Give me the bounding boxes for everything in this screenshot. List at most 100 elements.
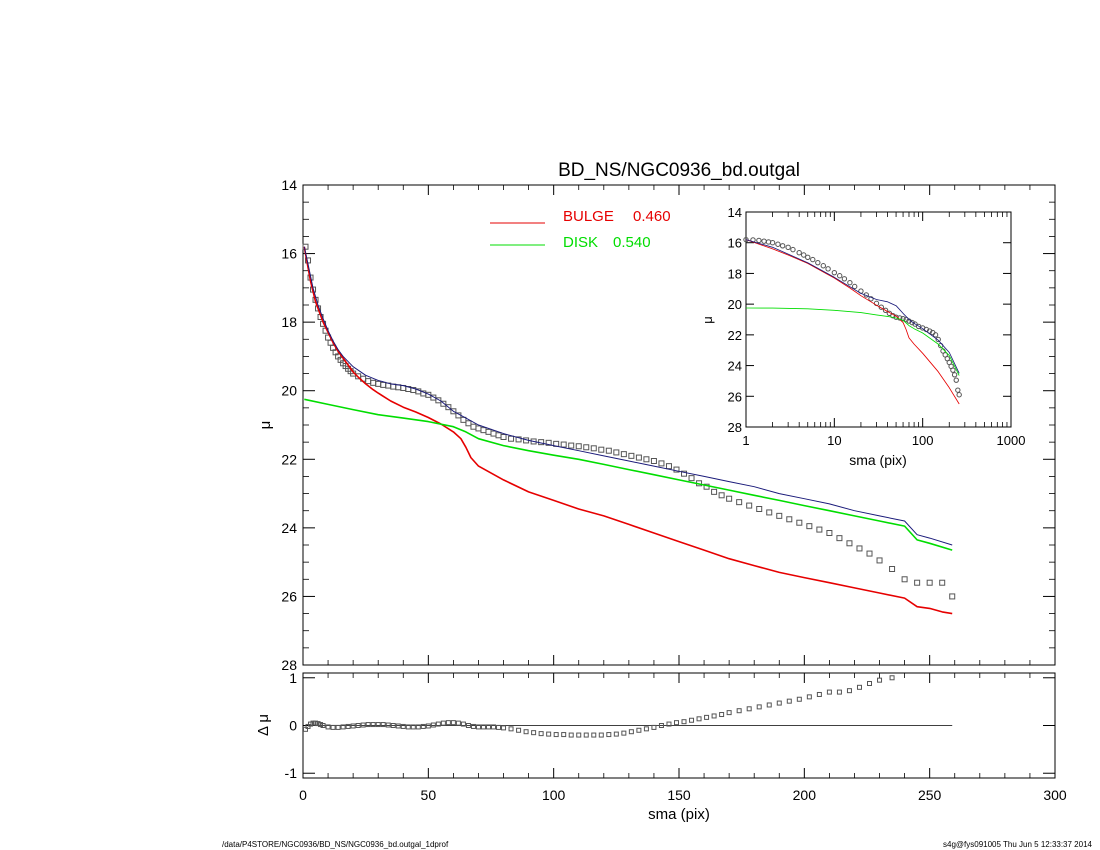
residual-data-point [766, 702, 772, 708]
main-data-point [673, 466, 680, 473]
residual-data-point [776, 700, 782, 706]
inset-data-point [810, 256, 816, 263]
main-data-point [605, 447, 612, 454]
residual-data-point [350, 723, 356, 729]
residual-x-ticks: 0 50 100 150 200 250 300 [299, 673, 1067, 803]
inset-data-point [775, 241, 781, 247]
inset-data-point [790, 246, 796, 253]
residual-data-point [450, 720, 456, 726]
main-data-point [658, 460, 665, 467]
inset-y-tick-label: 28 [728, 420, 742, 435]
legend: BULGE 0.460 DISK 0.540 [490, 208, 671, 251]
main-data-point [926, 579, 933, 586]
residual-data-point [480, 724, 486, 730]
main-data-point [846, 540, 853, 547]
residual-data-point [523, 729, 529, 735]
main-data-point [575, 443, 582, 450]
residual-data-point [516, 727, 522, 733]
inset-plot-frame [745, 211, 1012, 428]
main-y-tick-label: 14 [281, 177, 297, 193]
main-data-point [583, 444, 590, 451]
inset-data-point [820, 263, 826, 269]
main-data-point [440, 400, 447, 407]
main-data-point [746, 502, 753, 509]
inset-x-tick-label: 100 [912, 433, 934, 448]
footer-file-path: /data/P4STORE/NGC0936/BD_NS/NGC0936_bd.o… [222, 840, 449, 849]
residual-data-point [689, 717, 695, 723]
main-data-point [370, 379, 377, 386]
residual-data-point [415, 724, 421, 730]
residual-x-axis-label: sma (pix) [648, 806, 710, 823]
inset-data-point [878, 304, 884, 310]
residual-data-point [310, 720, 316, 726]
inset-data-point [801, 252, 807, 258]
residual-data-point [719, 712, 725, 718]
residual-data-point [816, 691, 822, 697]
residual-data-point [583, 732, 589, 738]
residual-data-point [430, 722, 436, 728]
main-data-point [515, 436, 522, 443]
residual-x-tick-label: 50 [421, 787, 437, 803]
residual-data-point [531, 730, 537, 736]
main-data-point [889, 566, 896, 572]
residual-data-point [576, 732, 582, 738]
main-data-point [480, 427, 487, 434]
main-data-point [613, 449, 620, 456]
inset-y-tick-label: 20 [728, 297, 742, 312]
inset-data-point [909, 319, 915, 326]
residual-x-tick-label: 300 [1043, 787, 1067, 803]
main-data-point [876, 557, 883, 564]
residual-data-point [561, 732, 567, 738]
residual-data-point [673, 720, 679, 726]
inset-data-point [841, 276, 848, 282]
main-data-point [665, 463, 672, 470]
main-data-point [650, 458, 657, 464]
residual-data-point [460, 721, 466, 727]
main-data-point [688, 475, 695, 482]
residual-data-point [806, 694, 812, 700]
main-data-point [718, 492, 725, 499]
residual-data-point [370, 722, 376, 728]
main-data-point [826, 530, 833, 536]
main-data-point [302, 243, 309, 250]
residual-data-point [420, 723, 426, 729]
residual-data-point [470, 723, 476, 729]
residual-data-point [385, 722, 391, 728]
inset-data-point [951, 372, 958, 378]
inset-disk-line [745, 307, 960, 376]
residual-data-point [375, 722, 381, 728]
main-bulge-line [303, 246, 953, 615]
residual-data-point [658, 723, 664, 728]
residual-data-point [736, 708, 742, 714]
inset-data-point [932, 332, 939, 338]
residual-data-point [726, 710, 732, 716]
main-data-point [530, 438, 537, 445]
main-data-point [766, 509, 773, 516]
inset-data-point [831, 269, 838, 276]
residual-data-point [380, 722, 386, 728]
residual-data-point [315, 721, 321, 727]
residual-data-point [320, 723, 326, 728]
main-data-point [796, 519, 803, 526]
residual-y-tick-label: -1 [285, 765, 298, 781]
main-data-point [756, 506, 763, 512]
inset-data-point [805, 254, 811, 261]
residual-data-point [345, 723, 351, 729]
main-y-tick-label: 16 [281, 246, 297, 262]
residual-series-group [303, 675, 953, 738]
residual-data-point [538, 731, 544, 737]
residual-data-point [508, 726, 514, 732]
residual-data-point [355, 723, 361, 728]
main-data-point [435, 397, 442, 404]
inset-data-point [743, 236, 749, 243]
main-data-point [806, 523, 813, 530]
inset-data-point [836, 273, 843, 279]
residual-data-point [365, 722, 371, 728]
residual-x-tick-label: 100 [542, 787, 566, 803]
main-data-point [620, 451, 627, 458]
residual-data-point [889, 675, 895, 681]
inset-data-point [882, 307, 889, 313]
inset-data-point [903, 316, 909, 323]
inset-x-tick-label: 1000 [997, 433, 1026, 448]
